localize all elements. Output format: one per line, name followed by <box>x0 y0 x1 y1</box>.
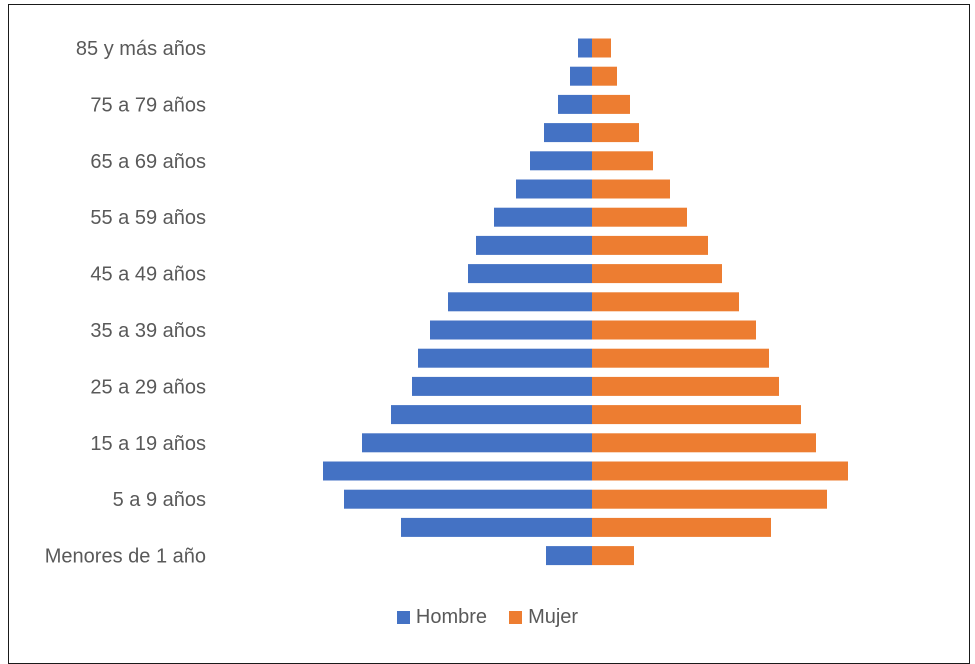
legend-swatch-mujer <box>509 611 523 624</box>
bar-hombre-6 <box>412 376 592 396</box>
bar-hombre-12 <box>494 207 592 227</box>
y-tick-label: 15 a 19 años <box>90 433 206 455</box>
bar-hombre-8 <box>430 320 592 340</box>
bar-hombre-10 <box>468 264 592 284</box>
bar-mujer-12 <box>592 207 687 227</box>
y-tick-label: 65 a 69 años <box>90 151 206 173</box>
y-tick-label: 35 a 39 años <box>90 320 206 342</box>
legend-swatch-hombre <box>396 611 410 624</box>
bar-hombre-4 <box>362 433 592 453</box>
bar-mujer-16 <box>592 94 630 114</box>
bar-mujer-8 <box>592 320 756 340</box>
bar-hombre-18 <box>578 38 592 58</box>
legend-label-mujer: Mujer <box>528 606 579 628</box>
bar-mujer-4 <box>592 433 816 453</box>
bar-mujer-14 <box>592 151 653 171</box>
bar-hombre-2 <box>344 489 592 509</box>
legend-item-hombre: Hombre <box>396 606 488 629</box>
bar-mujer-3 <box>592 461 848 481</box>
bar-mujer-18 <box>592 38 611 58</box>
bar-mujer-15 <box>592 123 639 143</box>
bar-mujer-11 <box>592 235 708 255</box>
chart-legend: Hombre Mujer <box>0 606 975 629</box>
bar-hombre-16 <box>558 94 592 114</box>
bar-hombre-9 <box>448 292 592 312</box>
bar-hombre-3 <box>323 461 592 481</box>
bar-hombre-0 <box>546 546 592 566</box>
bar-mujer-6 <box>592 376 779 396</box>
y-axis-tick-labels: Menores de 1 año 5 a 9 años 15 a 19 años 25… <box>45 38 206 568</box>
bar-hombre-14 <box>530 151 592 171</box>
bar-mujer-5 <box>592 405 801 425</box>
bar-mujer-13 <box>592 179 670 199</box>
bar-mujer-9 <box>592 292 739 312</box>
y-tick-label: 45 a 49 años <box>90 264 206 286</box>
y-tick-label: 5 a 9 años <box>113 489 206 511</box>
bar-mujer-10 <box>592 264 722 284</box>
bar-hombre-15 <box>544 123 592 143</box>
bar-mujer-17 <box>592 66 617 86</box>
bar-hombre-1 <box>401 517 592 537</box>
bar-hombre-17 <box>570 66 592 86</box>
bar-hombre-11 <box>476 235 592 255</box>
y-tick-label: 75 a 79 años <box>90 94 206 116</box>
bars-group <box>323 38 848 566</box>
bar-hombre-7 <box>418 348 592 368</box>
bar-hombre-5 <box>391 405 592 425</box>
legend-label-hombre: Hombre <box>415 606 488 628</box>
bar-mujer-1 <box>592 517 771 537</box>
y-tick-label: Menores de 1 año <box>45 546 206 568</box>
bar-mujer-2 <box>592 489 827 509</box>
bar-hombre-13 <box>516 179 592 199</box>
bar-mujer-7 <box>592 348 769 368</box>
y-tick-label: 55 a 59 años <box>90 207 206 229</box>
legend-item-mujer: Mujer <box>509 606 578 629</box>
bar-mujer-0 <box>592 546 634 566</box>
y-tick-label: 25 a 29 años <box>90 376 206 398</box>
y-tick-label: 85 y más años <box>76 38 206 60</box>
